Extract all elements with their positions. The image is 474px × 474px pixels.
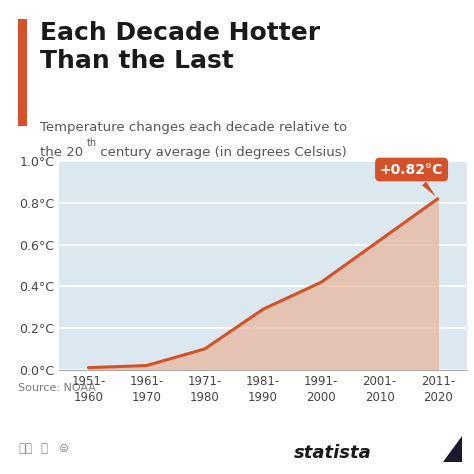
- Text: Each Decade Hotter
Than the Last: Each Decade Hotter Than the Last: [40, 21, 320, 73]
- Text: +0.82°C: +0.82°C: [380, 163, 443, 197]
- Text: ⊜: ⊜: [59, 442, 69, 455]
- Text: ⒸⒸ: ⒸⒸ: [18, 442, 32, 455]
- Text: the 20: the 20: [40, 146, 83, 158]
- Text: Temperature changes each decade relative to: Temperature changes each decade relative…: [40, 121, 347, 134]
- Text: Ⓘ: Ⓘ: [40, 442, 47, 455]
- Text: statista: statista: [294, 444, 372, 462]
- Text: th: th: [87, 138, 97, 148]
- Text: century average (in degrees Celsius): century average (in degrees Celsius): [96, 146, 347, 158]
- Text: Source: NOAA: Source: NOAA: [18, 383, 96, 393]
